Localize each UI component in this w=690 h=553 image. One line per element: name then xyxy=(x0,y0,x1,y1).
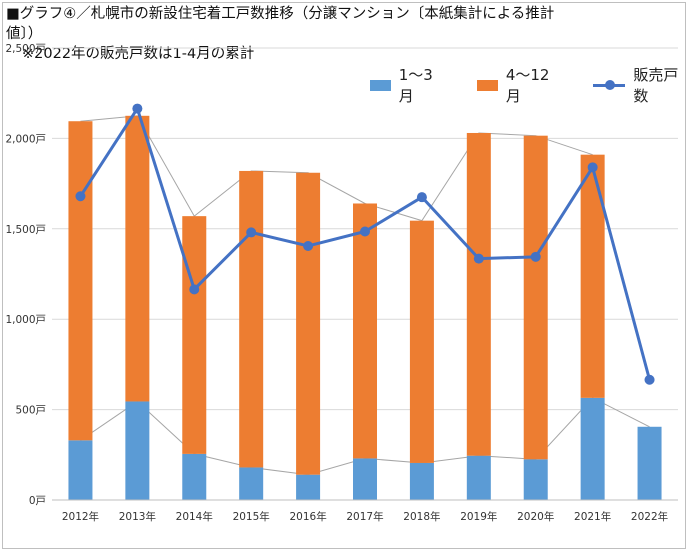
y-tick-label: 0戸 xyxy=(29,495,46,507)
x-tick-label: 2013年 xyxy=(119,510,156,523)
bar-q1 xyxy=(580,397,605,500)
y-tick-label: 2,500戸 xyxy=(5,43,46,55)
bar-q1 xyxy=(466,455,491,500)
line-point-sales xyxy=(530,251,541,262)
line-point-sales xyxy=(644,374,655,385)
legend-swatch-q1 xyxy=(370,79,391,91)
bar-q1 xyxy=(239,467,264,500)
y-tick-label: 500戸 xyxy=(15,405,46,417)
line-point-sales xyxy=(246,227,257,238)
x-tick-label: 2021年 xyxy=(574,510,611,523)
line-point-sales xyxy=(132,103,143,114)
y-tick-label: 2,000戸 xyxy=(5,133,46,145)
y-tick-label: 1,500戸 xyxy=(5,224,46,236)
bar-q1 xyxy=(637,426,662,500)
legend-label-q1: 1～3月 xyxy=(398,66,433,105)
bar-q2 xyxy=(68,121,93,441)
bar-q1 xyxy=(523,459,548,500)
bar-q2 xyxy=(466,132,491,456)
legend-item-q2: 4～12月 xyxy=(477,64,561,106)
line-point-sales xyxy=(473,253,484,264)
bar-q1 xyxy=(182,453,207,500)
bar-q1 xyxy=(125,401,150,500)
bar-q2 xyxy=(296,172,321,475)
x-tick-label: 2018年 xyxy=(403,510,440,523)
bar-q2 xyxy=(125,115,150,402)
legend-swatch-q2 xyxy=(477,79,498,91)
y-tick-label: 1,000戸 xyxy=(5,314,46,326)
chart-title: ■グラフ④／札幌市の新設住宅着工戸数推移（分譲マンション〔本紙集計による推計値〕… xyxy=(6,6,555,42)
chart-legend: 1～3月 4～12月 販売戸数 xyxy=(370,64,690,106)
x-tick-label: 2022年 xyxy=(631,510,668,523)
bar-q1 xyxy=(296,474,321,500)
bar-q2 xyxy=(580,154,605,398)
bar-q1 xyxy=(68,440,93,500)
x-tick-label: 2012年 xyxy=(62,510,99,523)
legend-label-sales: 販売戸数 xyxy=(633,66,679,105)
bar-q1 xyxy=(409,462,434,500)
line-point-sales xyxy=(416,192,427,203)
bar-q2 xyxy=(182,216,207,454)
chart-note: ※2022年の販売戸数は1-4月の累計 xyxy=(22,46,255,62)
bar-q2 xyxy=(239,170,264,468)
series-connector-total xyxy=(80,115,593,222)
line-point-sales xyxy=(587,162,598,173)
x-tick-label: 2015年 xyxy=(233,510,270,523)
bar-q2 xyxy=(523,135,548,460)
legend-item-sales: 販売戸数 xyxy=(593,64,690,106)
legend-item-q1: 1～3月 xyxy=(370,64,445,106)
bar-q2 xyxy=(409,220,434,463)
x-tick-label: 2014年 xyxy=(176,510,213,523)
line-point-sales xyxy=(360,226,370,237)
line-point-sales xyxy=(189,284,200,295)
line-point-sales xyxy=(303,240,314,251)
x-tick-label: 2017年 xyxy=(346,510,383,523)
x-tick-label: 2016年 xyxy=(289,510,326,523)
legend-label-q2: 4～12月 xyxy=(505,66,550,105)
x-tick-label: 2019年 xyxy=(460,510,497,523)
x-tick-label: 2020年 xyxy=(517,510,554,523)
line-point-sales xyxy=(75,191,86,202)
bar-q1 xyxy=(353,458,377,500)
legend-swatch-sales xyxy=(593,79,626,91)
bar-q2 xyxy=(353,203,377,459)
